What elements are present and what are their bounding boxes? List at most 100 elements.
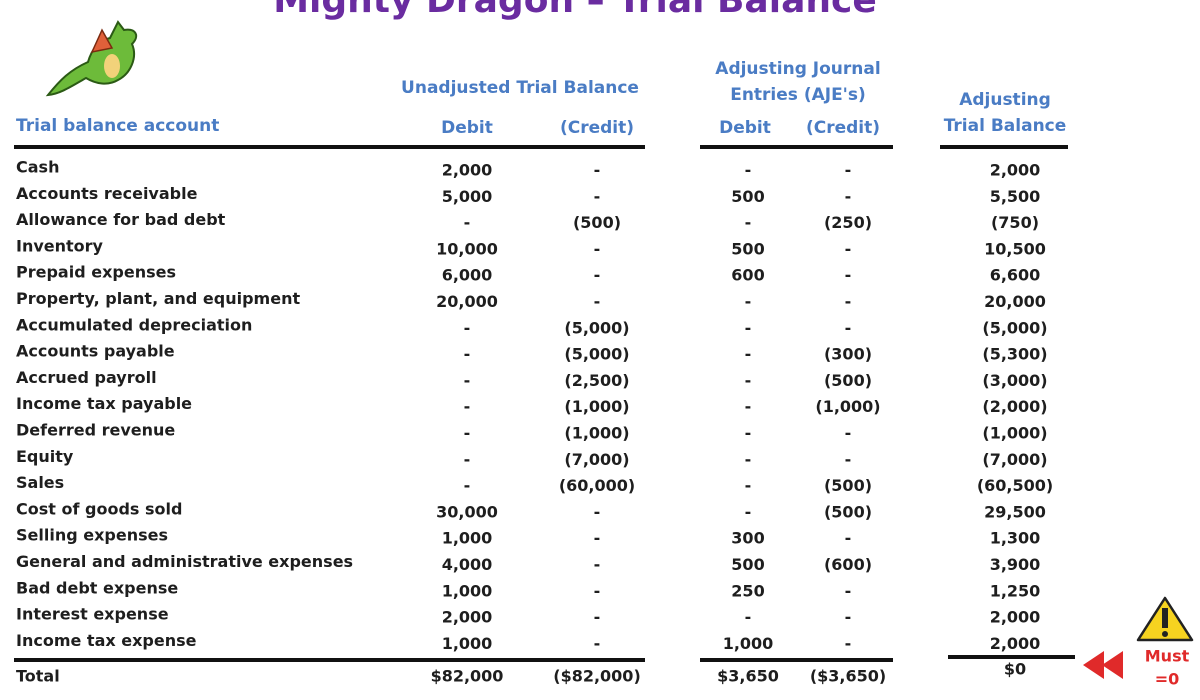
unadjusted-debit: 4,000 xyxy=(442,555,493,574)
aje-debit: - xyxy=(745,292,752,311)
table-body: Cash 2,000 - - - 2,000 Accounts receivable 5,00… xyxy=(16,158,1053,686)
unadjusted-credit: (1,000) xyxy=(564,397,629,416)
rules xyxy=(14,145,1075,662)
adjusted-balance: (60,500) xyxy=(977,476,1053,495)
unadjusted-debit: 1,000 xyxy=(442,529,493,548)
column-header: Debit xyxy=(441,118,493,138)
account-name: Interest expense xyxy=(16,605,169,624)
aje-debit: - xyxy=(745,608,752,627)
aje-debit: 500 xyxy=(731,187,764,206)
unadjusted-credit: (60,000) xyxy=(559,476,635,495)
adjusted-balance: (5,000) xyxy=(982,318,1047,337)
unadjusted-debit: - xyxy=(464,424,471,443)
aje-debit: 1,000 xyxy=(723,634,774,653)
adjusted-balance: 6,600 xyxy=(990,266,1041,285)
total-value: $3,650 xyxy=(717,667,779,686)
column-header: Trial balance account xyxy=(16,116,219,136)
unadjusted-debit: 1,000 xyxy=(442,581,493,600)
aje-credit: (600) xyxy=(824,555,872,574)
unadjusted-credit: (500) xyxy=(573,213,621,232)
adjusted-balance: 5,500 xyxy=(990,187,1041,206)
unadjusted-credit: (1,000) xyxy=(564,424,629,443)
account-name: Prepaid expenses xyxy=(16,263,176,282)
header: Trial Balance xyxy=(944,116,1067,136)
unadjusted-credit: - xyxy=(594,187,601,206)
unadjusted-credit: (2,500) xyxy=(564,371,629,390)
unadjusted-debit: - xyxy=(464,397,471,416)
arrows xyxy=(1083,651,1123,679)
aje-credit: - xyxy=(845,529,852,548)
unadjusted-debit: 2,000 xyxy=(442,608,493,627)
aje-debit: 300 xyxy=(731,529,764,548)
aje-credit: - xyxy=(845,450,852,469)
header: Adjusting xyxy=(959,90,1051,110)
aje-debit: - xyxy=(745,345,752,364)
aje-credit: - xyxy=(845,318,852,337)
adjusted-balance: (1,000) xyxy=(982,424,1047,443)
title: Mighty Dragon – Trial Balance xyxy=(273,0,877,21)
aje-debit: - xyxy=(745,213,752,232)
total-value: $0 xyxy=(1004,660,1026,679)
adjusted-balance: 10,500 xyxy=(984,239,1046,258)
unadjusted-credit: - xyxy=(594,292,601,311)
aje-credit: - xyxy=(845,608,852,627)
adjusted-balance: (5,300) xyxy=(982,345,1047,364)
adjusted-balance: (7,000) xyxy=(982,450,1047,469)
account-name: Income tax payable xyxy=(16,394,192,413)
unadjusted-debit: 5,000 xyxy=(442,187,493,206)
warning-text: Must xyxy=(1145,647,1190,666)
column-header: Debit xyxy=(719,118,771,138)
aje-credit: (250) xyxy=(824,213,872,232)
aje-credit: - xyxy=(845,424,852,443)
aje-credit: (300) xyxy=(824,345,872,364)
header: Unadjusted Trial Balance xyxy=(401,78,639,98)
unadjusted-credit: (5,000) xyxy=(564,345,629,364)
adjusted-balance: (3,000) xyxy=(982,371,1047,390)
aje-debit: 600 xyxy=(731,266,764,285)
account-name: Inventory xyxy=(16,236,104,255)
unadjusted-debit: - xyxy=(464,213,471,232)
aje-credit: (500) xyxy=(824,502,872,521)
account-name: Accrued payroll xyxy=(16,368,157,387)
account-name: Accounts payable xyxy=(16,342,175,361)
header: Entries (AJE's) xyxy=(730,85,866,105)
aje-credit: - xyxy=(845,161,852,180)
warning-text: =0 xyxy=(1155,670,1180,689)
aje-credit: (500) xyxy=(824,371,872,390)
aje-credit: (500) xyxy=(824,476,872,495)
unadjusted-credit: - xyxy=(594,581,601,600)
adjusted-balance: 29,500 xyxy=(984,502,1046,521)
unadjusted-credit: - xyxy=(594,502,601,521)
total-label: Total xyxy=(16,667,60,686)
adjusted-balance: 3,900 xyxy=(990,555,1041,574)
aje-debit: - xyxy=(745,318,752,337)
aje-debit: - xyxy=(745,397,752,416)
adjusted-balance: 1,300 xyxy=(990,529,1041,548)
aje-debit: - xyxy=(745,502,752,521)
aje-credit: - xyxy=(845,187,852,206)
unadjusted-credit: - xyxy=(594,529,601,548)
unadjusted-credit: - xyxy=(594,634,601,653)
column-header: (Credit) xyxy=(560,118,634,138)
aje-credit: (1,000) xyxy=(815,397,880,416)
adjusted-balance: 1,250 xyxy=(990,581,1041,600)
total-value: ($3,650) xyxy=(810,667,886,686)
column-header: (Credit) xyxy=(806,118,880,138)
unadjusted-debit: - xyxy=(464,318,471,337)
account-name: General and administrative expenses xyxy=(16,552,353,571)
unadjusted-debit: - xyxy=(464,476,471,495)
aje-debit: - xyxy=(745,161,752,180)
adjusted-balance: 2,000 xyxy=(990,161,1041,180)
unadjusted-debit: 30,000 xyxy=(436,502,498,521)
unadjusted-debit: 10,000 xyxy=(436,239,498,258)
account-name: Selling expenses xyxy=(16,526,168,545)
total-value: $82,000 xyxy=(431,667,504,686)
aje-debit: 500 xyxy=(731,555,764,574)
unadjusted-debit: 1,000 xyxy=(442,634,493,653)
adjusted-balance: 2,000 xyxy=(990,634,1041,653)
account-name: Allowance for bad debt xyxy=(16,210,226,229)
adjusted-balance: 20,000 xyxy=(984,292,1046,311)
account-name: Equity xyxy=(16,447,74,466)
account-name: Income tax expense xyxy=(16,631,197,650)
